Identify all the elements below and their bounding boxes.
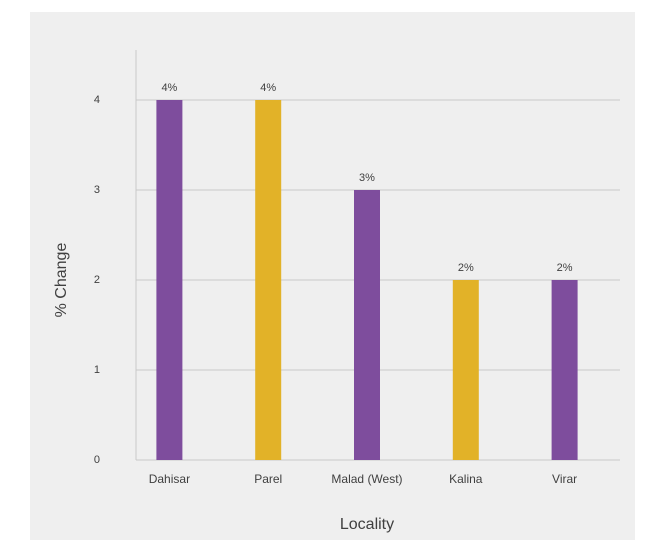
data-label: 3% xyxy=(359,172,375,184)
x-tick-label: Virar xyxy=(552,472,577,486)
y-tick-label: 0 xyxy=(94,454,100,466)
y-axis-label: % Change xyxy=(53,243,70,318)
bar xyxy=(354,190,380,460)
bar xyxy=(255,100,282,460)
x-tick-label: Kalina xyxy=(449,472,483,486)
bar xyxy=(452,280,479,460)
data-label: 4% xyxy=(260,82,276,94)
data-label: 2% xyxy=(458,262,474,274)
x-axis-label: Locality xyxy=(340,516,394,533)
x-tick-label: Parel xyxy=(254,472,282,486)
x-tick-label: Malad (West) xyxy=(331,472,402,486)
data-label: 4% xyxy=(161,82,177,94)
bar xyxy=(156,100,183,460)
y-tick-label: 2 xyxy=(94,274,100,286)
y-tick-label: 4 xyxy=(94,94,100,106)
bar xyxy=(551,280,578,460)
y-tick-label: 3 xyxy=(94,184,100,196)
data-label: 2% xyxy=(557,262,573,274)
chart-panel xyxy=(30,12,635,540)
x-tick-label: Dahisar xyxy=(149,472,190,486)
y-tick-label: 1 xyxy=(94,364,100,376)
